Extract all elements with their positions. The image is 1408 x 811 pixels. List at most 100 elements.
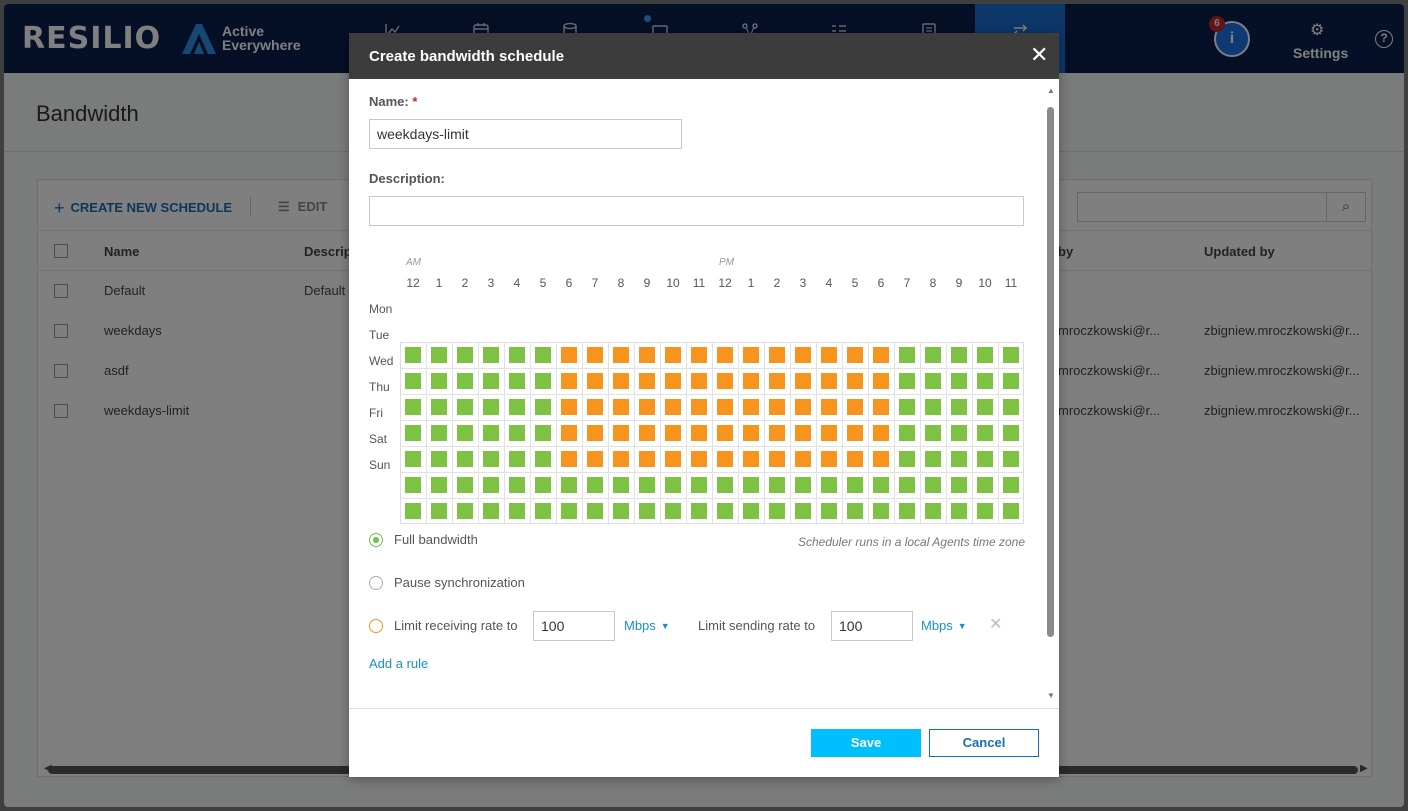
receiving-rate-field[interactable] — [533, 611, 615, 641]
schedule-cell[interactable] — [899, 399, 915, 415]
schedule-cell[interactable] — [561, 451, 577, 467]
schedule-cell[interactable] — [431, 425, 447, 441]
schedule-cell[interactable] — [1003, 425, 1019, 441]
schedule-cell[interactable] — [821, 399, 837, 415]
schedule-cell[interactable] — [977, 477, 993, 493]
schedule-cell[interactable] — [717, 347, 733, 363]
schedule-cell[interactable] — [873, 451, 889, 467]
schedule-cell[interactable] — [691, 399, 707, 415]
schedule-cell[interactable] — [613, 347, 629, 363]
schedule-cell[interactable] — [665, 425, 681, 441]
schedule-cell[interactable] — [795, 425, 811, 441]
schedule-cell[interactable] — [951, 477, 967, 493]
full-bandwidth-radio[interactable] — [369, 533, 383, 547]
schedule-cell[interactable] — [561, 347, 577, 363]
schedule-cell[interactable] — [717, 373, 733, 389]
schedule-cell[interactable] — [483, 373, 499, 389]
schedule-cell[interactable] — [899, 373, 915, 389]
schedule-cell[interactable] — [925, 477, 941, 493]
schedule-cell[interactable] — [483, 477, 499, 493]
schedule-cell[interactable] — [561, 373, 577, 389]
schedule-cell[interactable] — [639, 477, 655, 493]
schedule-cell[interactable] — [509, 425, 525, 441]
schedule-cell[interactable] — [977, 451, 993, 467]
schedule-cell[interactable] — [925, 399, 941, 415]
schedule-cell[interactable] — [483, 503, 499, 519]
schedule-cell[interactable] — [977, 373, 993, 389]
name-field[interactable] — [369, 119, 682, 149]
schedule-cell[interactable] — [691, 503, 707, 519]
schedule-cell[interactable] — [977, 503, 993, 519]
sending-unit-dropdown[interactable]: Mbps ▼ — [921, 618, 967, 633]
schedule-cell[interactable] — [639, 399, 655, 415]
schedule-cell[interactable] — [821, 347, 837, 363]
schedule-cell[interactable] — [769, 503, 785, 519]
schedule-cell[interactable] — [613, 425, 629, 441]
pause-synchronization-radio[interactable] — [369, 576, 383, 590]
cancel-button[interactable]: Cancel — [929, 729, 1039, 757]
schedule-cell[interactable] — [509, 451, 525, 467]
schedule-cell[interactable] — [899, 425, 915, 441]
schedule-cell[interactable] — [795, 451, 811, 467]
schedule-cell[interactable] — [665, 347, 681, 363]
schedule-cell[interactable] — [431, 503, 447, 519]
schedule-cell[interactable] — [457, 503, 473, 519]
schedule-cell[interactable] — [405, 347, 421, 363]
schedule-cell[interactable] — [899, 503, 915, 519]
schedule-cell[interactable] — [691, 477, 707, 493]
schedule-cell[interactable] — [743, 399, 759, 415]
schedule-cell[interactable] — [509, 503, 525, 519]
schedule-cell[interactable] — [1003, 451, 1019, 467]
pause-synchronization-label[interactable]: Pause synchronization — [394, 575, 525, 590]
schedule-cell[interactable] — [951, 373, 967, 389]
remove-rule-icon[interactable]: ✕ — [989, 616, 1003, 633]
receiving-unit-dropdown[interactable]: Mbps ▼ — [624, 618, 670, 633]
schedule-cell[interactable] — [743, 503, 759, 519]
schedule-cell[interactable] — [457, 451, 473, 467]
add-rule-link[interactable]: Add a rule — [369, 656, 429, 671]
schedule-cell[interactable] — [769, 451, 785, 467]
schedule-cell[interactable] — [639, 503, 655, 519]
schedule-cell[interactable] — [509, 347, 525, 363]
schedule-cell[interactable] — [795, 373, 811, 389]
schedule-cell[interactable] — [977, 347, 993, 363]
schedule-cell[interactable] — [769, 347, 785, 363]
schedule-cell[interactable] — [769, 373, 785, 389]
schedule-cell[interactable] — [483, 399, 499, 415]
schedule-cell[interactable] — [561, 399, 577, 415]
schedule-cell[interactable] — [1003, 503, 1019, 519]
schedule-cell[interactable] — [769, 399, 785, 415]
schedule-cell[interactable] — [873, 425, 889, 441]
schedule-cell[interactable] — [431, 347, 447, 363]
schedule-cell[interactable] — [613, 503, 629, 519]
schedule-cell[interactable] — [925, 425, 941, 441]
schedule-cell[interactable] — [561, 477, 577, 493]
schedule-cell[interactable] — [873, 347, 889, 363]
schedule-cell[interactable] — [665, 399, 681, 415]
schedule-cell[interactable] — [847, 373, 863, 389]
schedule-cell[interactable] — [795, 347, 811, 363]
schedule-cell[interactable] — [691, 451, 707, 467]
schedule-cell[interactable] — [405, 451, 421, 467]
schedule-cell[interactable] — [925, 503, 941, 519]
schedule-cell[interactable] — [405, 503, 421, 519]
schedule-cell[interactable] — [925, 373, 941, 389]
schedule-cell[interactable] — [717, 425, 733, 441]
schedule-cell[interactable] — [535, 347, 551, 363]
schedule-cell[interactable] — [587, 477, 603, 493]
schedule-cell[interactable] — [925, 451, 941, 467]
schedule-cell[interactable] — [639, 373, 655, 389]
schedule-cell[interactable] — [847, 477, 863, 493]
schedule-cell[interactable] — [639, 347, 655, 363]
schedule-cell[interactable] — [431, 477, 447, 493]
schedule-cell[interactable] — [847, 451, 863, 467]
schedule-cell[interactable] — [665, 451, 681, 467]
schedule-cell[interactable] — [405, 477, 421, 493]
schedule-cell[interactable] — [873, 373, 889, 389]
schedule-cell[interactable] — [743, 425, 759, 441]
schedule-cell[interactable] — [431, 373, 447, 389]
schedule-cell[interactable] — [821, 373, 837, 389]
schedule-cell[interactable] — [457, 399, 473, 415]
schedule-cell[interactable] — [457, 477, 473, 493]
schedule-cell[interactable] — [535, 399, 551, 415]
